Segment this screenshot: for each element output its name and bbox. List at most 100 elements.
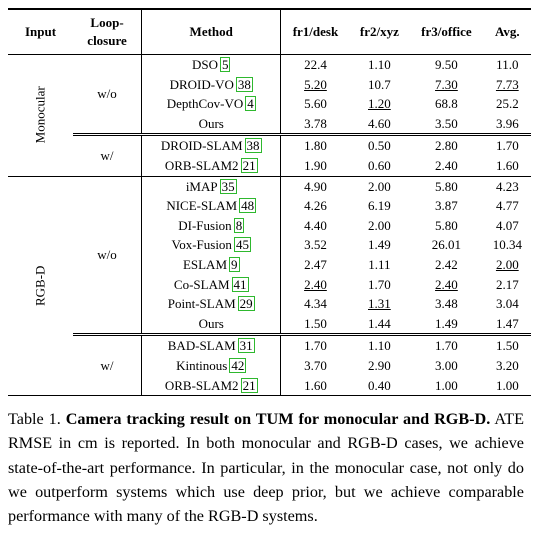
cell-avg: 11.0 [496,57,519,72]
citation-link[interactable]: 21 [240,157,258,173]
method-cell: DROID-VO 38 [141,74,282,95]
cell-avg: 2.00 [495,256,519,272]
method-cell: ORB-SLAM2 21 [141,375,282,396]
cell-avg: 1.70 [483,133,531,156]
cell-fr1: 2.47 [304,256,327,272]
header-avg: Avg. [494,24,520,40]
cell-avg: 7.73 [495,76,519,92]
cell-fr3: 3.00 [435,357,458,373]
cell-avg: 25.2 [495,96,519,112]
table-row: DepthCov-VO 4 5.60 1.20 68.8 25.2 [8,94,531,114]
header-fr2: fr2/xyz [359,24,399,40]
citation-link[interactable]: 31 [237,338,255,354]
results-table: Input Loop- closure Method fr1/desk fr2/… [8,8,531,396]
loop-closure-w: w/ [73,333,142,396]
cell-fr2: 0.40 [368,377,391,393]
citation-link[interactable]: 5 [219,57,231,72]
cell-fr2: 1.49 [368,237,391,253]
citation-link[interactable]: 38 [244,138,262,154]
citation-link[interactable]: 48 [239,198,257,214]
cell-fr2: 0.60 [368,157,391,173]
cell-fr1: 5.60 [304,96,327,112]
cell-fr1: 1.50 [304,315,327,331]
cell-fr2: 1.11 [368,256,391,272]
cell-fr2: 2.00 [368,217,391,233]
cell-fr2: 1.20 [368,96,391,112]
cell-fr3: 2.42 [435,256,458,272]
citation-link[interactable]: 4 [245,96,256,112]
group-monocular: Monocular [32,86,48,144]
method-cell: DROID-SLAM 38 [141,133,282,156]
cell-fr3: 2.40 [435,157,458,173]
cell-fr1: 4.34 [304,296,327,312]
caption-label: Table 1. [8,410,61,428]
cell-fr2: 1.70 [368,276,391,292]
table-row: w/ DROID-SLAM 38 1.80 0.50 2.80 1.70 [8,133,531,177]
cell-fr3: 68.8 [435,96,458,112]
table-row: Kintinous 42 3.70 2.90 3.00 3.20 [8,355,531,376]
method-cell: ESLAM 9 [141,254,282,275]
header-input: Input [24,24,57,40]
table-row: NICE-SLAM 48 4.26 6.19 3.87 4.77 [8,196,531,216]
method-cell: DI-Fusion 8 [141,215,282,236]
cell-avg: 10.34 [492,237,522,253]
method-cell: Kintinous 42 [141,355,282,376]
cell-fr3: 2.40 [435,276,458,292]
table-row: Co-SLAM 41 2.40 1.70 2.40 2.17 [8,274,531,295]
method-cell: iMAP 35 [141,176,282,197]
cell-fr1: 3.70 [304,357,327,373]
cell-fr3: 7.30 [435,76,458,92]
citation-link[interactable]: 29 [237,296,255,312]
cell-avg: 1.60 [495,157,519,173]
caption-bold-title: Camera tracking result on TUM for monocu… [65,410,491,428]
header-fr3: fr3/office [421,24,472,40]
citation-link[interactable]: 45 [233,237,251,253]
cell-fr3: 1.70 [409,333,484,356]
group-rgbd: RGB-D [32,265,48,307]
citation-link[interactable]: 38 [235,76,253,92]
method-cell: DepthCov-VO 4 [141,94,282,114]
header-fr1: fr1/desk [292,24,339,40]
citation-link[interactable]: 21 [240,377,258,393]
cell-avg: 4.77 [495,198,519,214]
citation-link[interactable]: 9 [229,256,240,272]
table-row: DI-Fusion 8 4.40 2.00 5.80 4.07 [8,215,531,236]
table-row: Ours 1.50 1.44 1.49 1.47 [8,313,531,335]
method-cell-ours: Ours [141,113,282,135]
citation-link[interactable]: 35 [219,178,237,194]
cell-fr3: 1.49 [435,315,458,331]
cell-avg: 1.47 [495,315,519,331]
cell-avg: 3.04 [495,296,519,312]
cell-fr2: 1.31 [368,296,391,312]
loop-closure-wo: w/o [97,86,117,102]
cell-fr3: 5.80 [435,217,458,233]
cell-fr1: 1.90 [304,157,327,173]
cell-fr1: 1.70 [280,333,350,356]
cell-avg: 1.50 [483,333,531,356]
cell-fr3: 2.80 [409,133,484,156]
header-row: Input Loop- closure Method fr1/desk fr2/… [8,9,531,55]
cell-fr3: 26.01 [431,237,462,253]
loop-closure-w: w/ [73,133,142,177]
cell-fr1: 1.80 [280,133,350,156]
table-caption: Table 1. Camera tracking result on TUM f… [8,407,524,528]
method-cell: DSO 5 [141,54,282,75]
cell-fr1: 5.20 [304,76,327,92]
table-row: w/ BAD-SLAM 31 1.70 1.10 1.70 1.50 [8,333,531,396]
citation-link[interactable]: 8 [233,217,245,233]
table-row: RGB-D w/o iMAP 35 4.90 2.00 5.80 4.23 [8,176,531,306]
cell-fr2: 1.44 [368,315,391,331]
cell-fr3: 3.48 [435,296,458,312]
table-row: Monocular w/o DSO 5 22.4 1.10 9.50 11.0 [8,54,531,144]
table-row: ORB-SLAM2 21 1.60 0.40 1.00 1.00 [8,375,531,396]
cell-fr3: 3.50 [435,115,458,131]
cell-fr3: 5.80 [435,178,458,194]
cell-fr1: 4.40 [304,217,327,233]
cell-fr2: 1.10 [368,57,391,72]
cell-fr2: 2.00 [368,178,391,194]
method-cell: Point-SLAM 29 [141,294,282,314]
method-cell-ours: Ours [141,313,282,335]
citation-link[interactable]: 42 [229,357,247,373]
cell-fr1: 4.90 [304,178,327,194]
citation-link[interactable]: 41 [231,276,249,292]
